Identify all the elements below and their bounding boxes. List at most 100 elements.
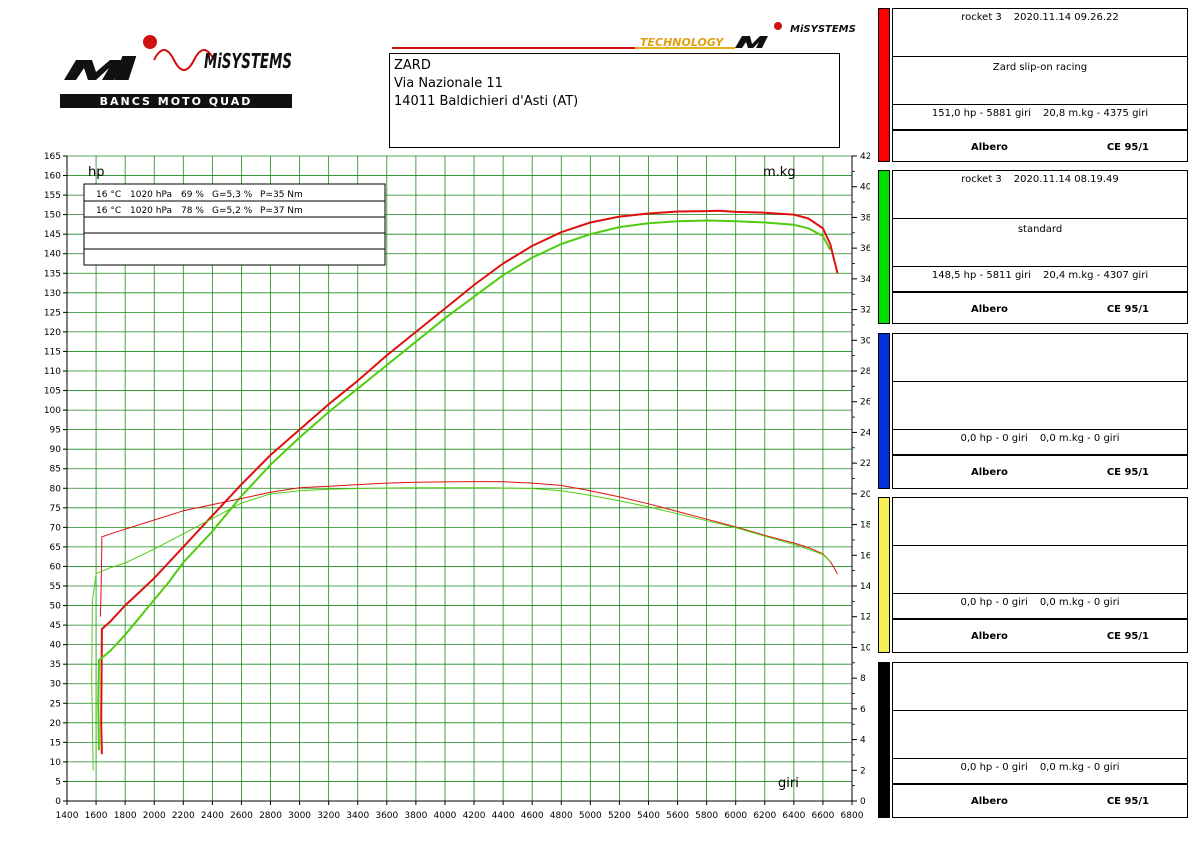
- banner-brand-text: MiSYSTEMS: [790, 24, 856, 35]
- y-right-tick-label: 24: [860, 428, 870, 438]
- y-right-tick-label: 14: [860, 582, 870, 592]
- y-right-tick-label: 10: [860, 643, 870, 653]
- x-tick-label: 4400: [492, 811, 515, 821]
- y-left-tick-label: 100: [44, 406, 61, 416]
- run-measure-point: Albero: [971, 467, 1008, 478]
- y-left-tick-label: 90: [50, 445, 62, 455]
- y-right-tick-label: 12: [860, 613, 870, 623]
- y-right-tick-label: 38: [860, 213, 870, 223]
- customer-street: Via Nazionale 11: [394, 76, 503, 91]
- run-norm: CE 95/1: [1106, 631, 1149, 642]
- chart-series: [91, 209, 839, 771]
- run-panel-1[interactable]: rocket 3 2020.11.14 09.26.22 Zard slip-on…: [878, 8, 1188, 162]
- y-left-tick-label: 0: [55, 797, 61, 807]
- y-left-tick-label: 25: [50, 699, 61, 709]
- x-tick-label: 4000: [434, 811, 457, 821]
- x-tick-label: 5600: [666, 811, 689, 821]
- y-left-tick-label: 40: [50, 641, 62, 651]
- run-panel-5[interactable]: 0,0 hp - 0 giri 0,0 m.kg - 0 giri Albero C…: [878, 662, 1188, 818]
- y-right-tick-label: 18: [860, 521, 870, 531]
- run-date: 2020.11.14 09.26.22: [1013, 12, 1119, 23]
- y-left-tick-label: 135: [44, 269, 61, 279]
- x-tick-label: 5800: [695, 811, 718, 821]
- y-left-tick-label: 120: [44, 328, 61, 338]
- y-left-tick-label: 20: [50, 719, 62, 729]
- condition-temp: 16 °C: [96, 190, 121, 200]
- x-tick-label: 2800: [259, 811, 282, 821]
- x-tick-label: 5000: [579, 811, 602, 821]
- logo-tagline: BANCS MOTO QUAD: [100, 95, 253, 108]
- y-left-tick-label: 115: [44, 347, 61, 357]
- x-tick-label: 5400: [637, 811, 660, 821]
- condition-humidity: 69 %: [181, 190, 204, 200]
- y-left-tick-label: 5: [55, 777, 61, 787]
- banner-technology-text: TECHNOLOGY: [640, 36, 724, 49]
- x-tick-label: 6200: [753, 811, 776, 821]
- x-tick-label: 2000: [143, 811, 166, 821]
- y-right-tick-label: 40: [860, 183, 870, 193]
- run-name: rocket 3: [961, 12, 1002, 23]
- x-tick-label: 1400: [56, 811, 79, 821]
- y-left-tick-label: 30: [50, 680, 62, 690]
- y-left-tick-label: 160: [44, 172, 61, 182]
- y-left-tick-label: 60: [50, 562, 62, 572]
- x-tick-label: 4600: [521, 811, 544, 821]
- x-tick-label: 1600: [85, 811, 108, 821]
- condition-g: G=5,2 %: [212, 206, 253, 216]
- y-left-tick-label: 140: [44, 250, 61, 260]
- x-tick-label: 3800: [404, 811, 427, 821]
- run-color-swatch: [878, 170, 890, 324]
- run-panel-3[interactable]: 0,0 hp - 0 giri 0,0 m.kg - 0 giri Albero C…: [878, 333, 1188, 489]
- run-peak-hp: 0,0 hp - 0 giri: [960, 597, 1028, 608]
- x-tick-label: 4800: [550, 811, 573, 821]
- y-right-tick-label: 6: [860, 705, 866, 715]
- run-description: Zard slip-on racing: [992, 62, 1088, 73]
- condition-p: P=35 Nm: [260, 190, 303, 200]
- header-banner: TECHNOLOGY MiSYSTEMS: [392, 22, 856, 49]
- run-peak-hp: 0,0 hp - 0 giri: [960, 433, 1028, 444]
- y-right-axis-label: m.kg: [763, 165, 796, 180]
- series-power-standard: [97, 219, 832, 751]
- y-left-tick-label: 35: [50, 660, 61, 670]
- run-peak-hp: 148,5 hp - 5811 giri: [931, 270, 1031, 281]
- condition-humidity: 78 %: [181, 206, 204, 216]
- run-norm: CE 95/1: [1106, 142, 1149, 153]
- x-tick-label: 5200: [608, 811, 631, 821]
- y-right-tick-label: 16: [860, 551, 870, 561]
- y-left-tick-label: 45: [50, 621, 61, 631]
- run-panel-4[interactable]: 0,0 hp - 0 giri 0,0 m.kg - 0 giri Albero C…: [878, 497, 1188, 653]
- y-right-tick-label: 32: [860, 306, 870, 316]
- chart-axes: 1400 1600 1800 2000 2200 2400 2600 2800 3000 3200…: [44, 152, 870, 821]
- y-left-tick-label: 145: [44, 230, 61, 240]
- y-left-tick-label: 85: [50, 465, 61, 475]
- run-measure-point: Albero: [971, 142, 1008, 153]
- y-left-tick-label: 105: [44, 387, 61, 397]
- y-left-tick-label: 10: [50, 758, 62, 768]
- x-tick-label: 3000: [288, 811, 311, 821]
- misystems-logo: MiSYSTEMS BANCS MOTO QUAD: [60, 35, 292, 108]
- condition-pressure: 1020 hPa: [130, 206, 172, 216]
- run-color-swatch: [878, 8, 890, 162]
- x-tick-label: 4200: [463, 811, 486, 821]
- y-left-tick-label: 65: [50, 543, 61, 553]
- y-right-tick-label: 22: [860, 459, 870, 469]
- x-tick-label: 6400: [782, 811, 805, 821]
- x-axis-label: giri: [778, 776, 799, 791]
- x-tick-label: 1800: [114, 811, 137, 821]
- y-right-tick-label: 34: [860, 275, 870, 285]
- y-right-tick-label: 36: [860, 244, 870, 254]
- y-left-tick-label: 130: [44, 289, 61, 299]
- y-left-tick-label: 150: [44, 211, 61, 221]
- dyno-chart: 1400 1600 1800 2000 2200 2400 2600 2800 3000 3200…: [44, 152, 870, 821]
- y-right-tick-label: 8: [860, 674, 866, 684]
- run-color-swatch: [878, 333, 890, 489]
- y-right-tick-label: 28: [860, 367, 870, 377]
- series-torque-zard: [99, 481, 838, 617]
- run-panel-2[interactable]: rocket 3 2020.11.14 08.19.49 standard 148…: [878, 170, 1188, 324]
- run-measure-point: Albero: [971, 631, 1008, 642]
- run-peak-torque: 20,8 m.kg - 4375 giri: [1042, 108, 1149, 119]
- condition-temp: 16 °C: [96, 206, 121, 216]
- run-peak-hp: 151,0 hp - 5881 giri: [931, 108, 1031, 119]
- y-right-tick-label: 30: [860, 336, 870, 346]
- y-right-tick-label: 4: [860, 736, 866, 746]
